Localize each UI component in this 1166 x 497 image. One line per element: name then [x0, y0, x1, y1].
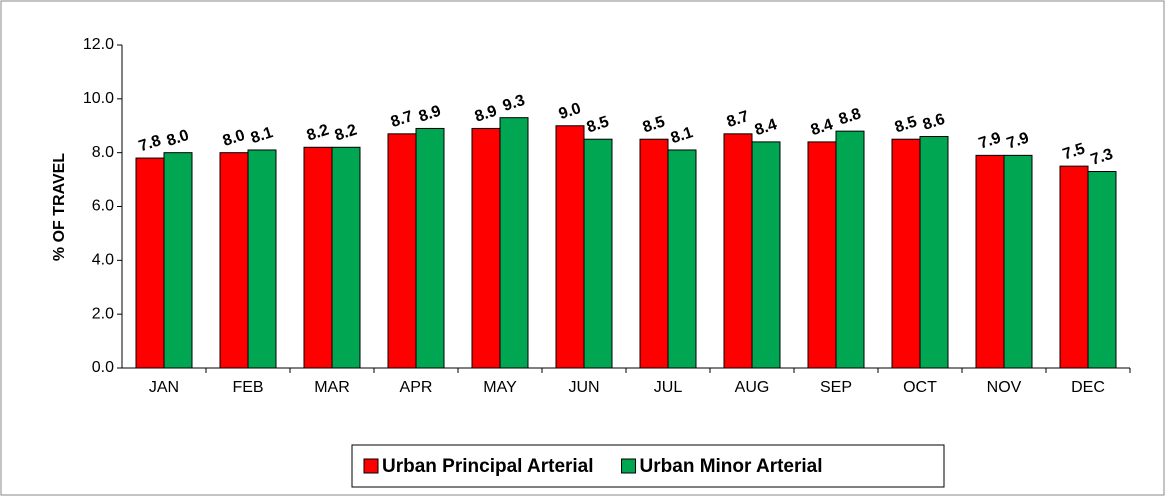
bar	[415, 127, 445, 369]
x-tick-label: OCT	[903, 379, 937, 396]
bar	[667, 149, 697, 369]
x-tick-label: JAN	[149, 379, 179, 396]
data-label: 8.4	[809, 116, 836, 139]
data-label: 8.5	[893, 113, 920, 136]
x-tick-label: AUG	[735, 379, 770, 396]
data-label: 8.5	[641, 113, 668, 136]
data-label: 8.0	[221, 127, 248, 150]
x-tick-label: APR	[400, 379, 433, 396]
bar	[975, 154, 1005, 369]
bar	[919, 136, 949, 369]
y-tick-label: 12.0	[83, 36, 114, 53]
data-label: 7.5	[1061, 140, 1088, 163]
data-label: 7.9	[1005, 130, 1032, 153]
legend-box	[351, 444, 945, 488]
bar	[163, 152, 193, 369]
bar	[499, 117, 529, 369]
bar	[1003, 154, 1033, 369]
x-tick-label: NOV	[987, 379, 1022, 396]
data-label: 8.0	[165, 127, 192, 150]
data-label: 8.4	[753, 116, 780, 139]
data-label: 7.3	[1089, 146, 1116, 169]
bar	[807, 141, 837, 369]
data-label: 8.1	[249, 124, 276, 147]
x-tick-label: MAY	[483, 379, 517, 396]
bar	[303, 146, 333, 369]
data-label: 7.8	[137, 132, 164, 155]
x-tick-label: SEP	[820, 379, 852, 396]
x-tick-label: DEC	[1071, 379, 1105, 396]
y-tick-label: 8.0	[92, 144, 114, 161]
data-label: 8.1	[669, 124, 696, 147]
legend-label: Urban Minor Arterial	[640, 456, 823, 477]
x-tick-label: FEB	[232, 379, 263, 396]
data-label: 8.2	[305, 121, 332, 144]
data-label: 8.6	[921, 111, 948, 134]
bar	[723, 133, 753, 369]
bar	[751, 141, 781, 369]
data-label: 8.2	[333, 121, 360, 144]
bar	[639, 138, 669, 369]
bar	[331, 146, 361, 369]
y-axis-label: % OF TRAVEL	[51, 153, 68, 261]
y-tick-label: 4.0	[92, 252, 114, 269]
bar	[1059, 165, 1089, 369]
data-label: 7.9	[977, 130, 1004, 153]
x-tick-label: JUN	[568, 379, 599, 396]
data-label: 9.0	[557, 100, 584, 123]
bar	[387, 133, 417, 369]
bar	[555, 125, 585, 369]
y-tick-label: 10.0	[83, 90, 114, 107]
bar	[835, 130, 865, 369]
x-tick-label: MAR	[314, 379, 350, 396]
data-label: 8.8	[837, 105, 864, 128]
bar	[247, 149, 277, 369]
bar	[135, 157, 165, 369]
bar	[219, 152, 249, 369]
bar	[583, 138, 613, 369]
y-tick-label: 2.0	[92, 305, 114, 322]
y-tick-label: 0.0	[92, 359, 114, 376]
bar	[471, 127, 501, 369]
data-label: 8.5	[585, 113, 612, 136]
data-label: 9.3	[501, 92, 528, 115]
x-tick-label: JUL	[654, 379, 683, 396]
legend-swatch	[363, 458, 379, 474]
data-label: 8.7	[389, 108, 416, 131]
data-label: 8.9	[473, 103, 500, 126]
y-tick-label: 6.0	[92, 198, 114, 215]
bar	[891, 138, 921, 369]
bar	[1087, 171, 1117, 369]
legend-label: Urban Principal Arterial	[382, 456, 594, 477]
legend-swatch	[621, 458, 637, 474]
data-label: 8.7	[725, 108, 752, 131]
data-label: 8.9	[417, 103, 444, 126]
